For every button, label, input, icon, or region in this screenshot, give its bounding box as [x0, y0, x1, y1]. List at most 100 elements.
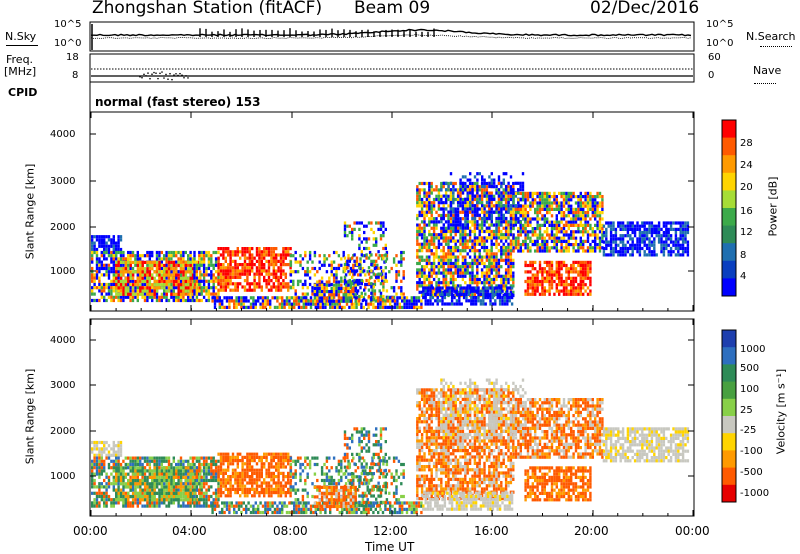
heatmap-cell — [509, 229, 513, 234]
heatmap-cell — [117, 260, 120, 264]
heatmap-cell — [428, 181, 431, 186]
heatmap-cell — [474, 299, 478, 303]
heatmap-cell — [319, 305, 322, 309]
heatmap-cell — [586, 220, 590, 224]
heatmap-cell — [420, 271, 424, 275]
date-label: 02/Dec/2016 — [590, 0, 700, 18]
heatmap-cell — [541, 246, 544, 250]
heatmap-cell — [543, 279, 546, 284]
heatmap-cell — [227, 285, 230, 289]
heatmap-cell — [447, 242, 450, 246]
heatmap-cell — [565, 239, 568, 243]
heatmap-cell — [428, 229, 431, 234]
heatmap-cell — [478, 249, 481, 253]
heatmap-cell — [384, 253, 387, 257]
heatmap-cell — [538, 260, 542, 264]
heatmap-cell — [191, 292, 195, 296]
heatmap-cell — [277, 259, 280, 263]
heatmap-cell — [107, 450, 111, 454]
heatmap-cell — [410, 305, 413, 309]
heatmap-cell — [483, 265, 486, 269]
heatmap-cell — [430, 201, 433, 205]
heatmap-cell — [672, 221, 675, 225]
heatmap-cell — [500, 281, 503, 285]
heatmap-cell — [512, 217, 515, 221]
heatmap-cell — [512, 236, 515, 240]
heatmap-cell — [330, 290, 333, 294]
heatmap-cell — [224, 272, 227, 276]
heatmap-cell — [465, 289, 468, 293]
heatmap-cell — [227, 266, 230, 270]
heatmap-cell — [485, 229, 489, 234]
heatmap-cell — [359, 270, 362, 274]
heatmap-cell — [565, 223, 568, 227]
heatmap-cell — [582, 227, 585, 231]
heatmap-cell — [500, 258, 503, 262]
heatmap-cell — [543, 260, 546, 264]
heatmap-cell — [567, 207, 570, 211]
heatmap-cell — [442, 207, 445, 211]
heatmap-cell — [213, 302, 217, 306]
heatmap-cell — [665, 234, 668, 238]
heatmap-cell — [461, 201, 465, 205]
heatmap-cell — [93, 498, 96, 502]
heatmap-cell — [167, 254, 171, 258]
heatmap-cell — [500, 252, 503, 256]
heatmap-cell — [179, 254, 183, 258]
heatmap-cell — [195, 276, 199, 280]
heatmap-cell — [605, 253, 608, 257]
heatmap-cell — [98, 475, 101, 479]
heatmap-cell — [589, 276, 592, 280]
heatmap-cell — [275, 259, 278, 263]
heatmap-cell — [95, 298, 99, 303]
heatmap-cell — [679, 243, 682, 247]
heatmap-cell — [560, 283, 563, 287]
heatmap-cell — [313, 293, 317, 297]
heatmap-cell — [456, 213, 460, 218]
heatmap-cell — [341, 305, 344, 309]
heatmap-cell — [93, 462, 96, 467]
heatmap-cell — [93, 504, 96, 508]
heatmap-cell — [348, 224, 351, 228]
heatmap-cell — [200, 260, 203, 264]
heatmap-cell — [323, 296, 326, 300]
heatmap-cell — [134, 263, 137, 267]
heatmap-cell — [420, 245, 424, 250]
heatmap-cell — [384, 246, 387, 251]
heatmap-cell — [507, 226, 510, 230]
heatmap-cell — [119, 260, 123, 264]
heatmap-cell — [377, 305, 380, 309]
heatmap-cell — [550, 236, 554, 240]
heatmap-cell — [382, 256, 385, 260]
heatmap-cell — [210, 260, 213, 264]
heatmap-cell — [425, 213, 429, 218]
heatmap-cell — [198, 289, 201, 293]
heatmap-cell — [449, 197, 453, 202]
heatmap-cell — [163, 295, 166, 299]
heatmap-cell — [509, 242, 513, 246]
heatmap-cell — [98, 298, 101, 303]
heatmap-cell — [182, 257, 185, 261]
heatmap-cell — [245, 299, 248, 303]
heatmap-cell — [320, 296, 324, 300]
heatmap-cell — [177, 257, 180, 261]
heatmap-cell — [459, 197, 462, 201]
heatmap-cell — [572, 223, 575, 227]
heatmap-cell — [112, 440, 115, 445]
heatmap-cell — [386, 296, 389, 300]
heatmap-cell — [519, 226, 522, 230]
heatmap-cell — [485, 226, 489, 230]
heatmap-cell — [582, 286, 585, 290]
heatmap-cell — [115, 273, 118, 277]
heatmap-cell — [425, 197, 429, 202]
heatmap-cell — [372, 302, 375, 306]
heatmap-cell — [570, 220, 573, 224]
heatmap-cell — [495, 207, 498, 211]
heatmap-cell — [367, 221, 371, 225]
heatmap-cell — [270, 256, 273, 260]
freq-blip-dot — [147, 72, 149, 74]
heatmap-cell — [351, 237, 354, 241]
heatmap-cell — [560, 260, 563, 264]
heatmap-cell — [543, 198, 546, 202]
heatmap-cell — [235, 305, 238, 309]
